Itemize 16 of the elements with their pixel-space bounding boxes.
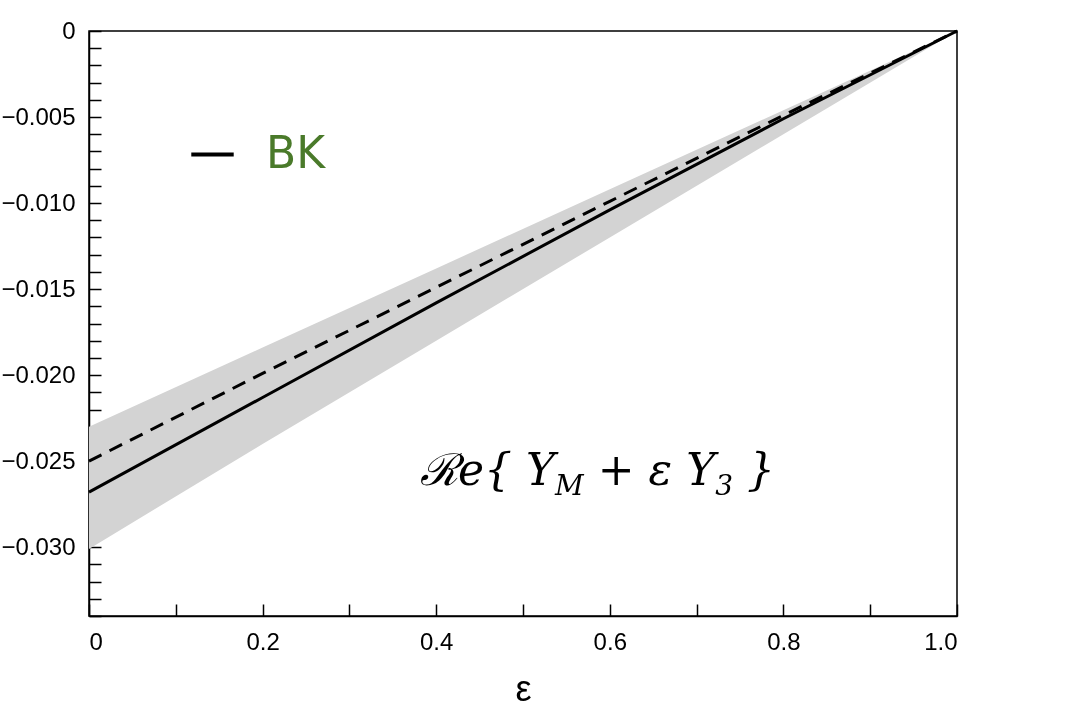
annotation: ℛe{ Y$_{M}$ + ε Y$_{3}$ } bbox=[420, 443, 776, 502]
x-tick-label: 0.2 bbox=[246, 627, 280, 655]
y-tick-label: −0.020 bbox=[1, 360, 76, 388]
x-tick-label: 0.4 bbox=[420, 627, 454, 655]
y-tick-label: −0.025 bbox=[1, 446, 76, 474]
y-tick-label: 0 bbox=[62, 16, 76, 44]
y-tick-label: −0.010 bbox=[1, 188, 76, 216]
x-tick-label: 1.0 bbox=[924, 627, 958, 655]
x-axis-title: ε bbox=[515, 667, 532, 709]
y-tick-label: −0.005 bbox=[1, 102, 76, 130]
x-tick-label: 0.8 bbox=[767, 627, 801, 655]
x-tick-label: 0 bbox=[89, 627, 103, 655]
y-tick-label: −0.015 bbox=[1, 274, 76, 302]
x-tick-label: 0.6 bbox=[593, 627, 627, 655]
y-tick-label: −0.030 bbox=[1, 532, 76, 560]
legend-label: BK bbox=[266, 126, 327, 178]
